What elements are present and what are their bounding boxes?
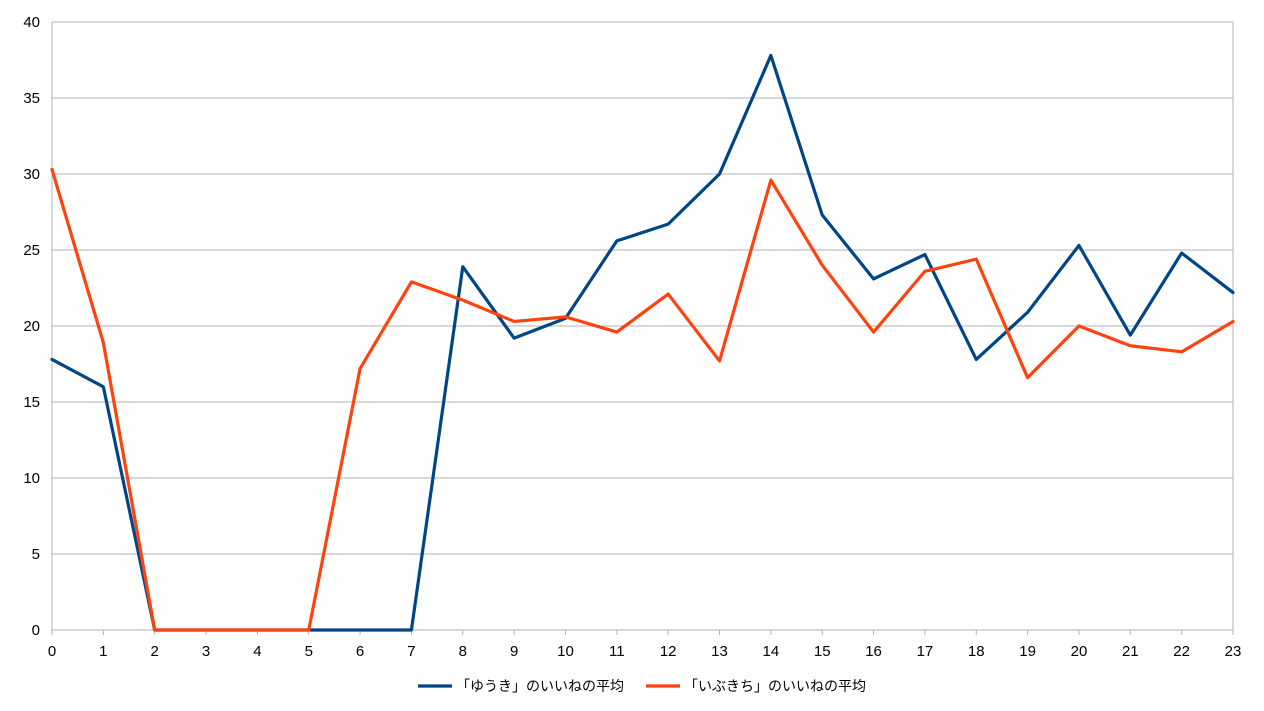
x-tick-label: 5 [305,643,313,660]
x-tick-label: 9 [510,643,518,660]
legend: 「ゆうき」のいいねの平均 「いぶきち」のいいねの平均 [418,679,866,695]
y-tick-label: 25 [23,242,40,259]
legend-label-2: 「いぶきち」のいいねの平均 [684,679,866,695]
legend-label-1: 「ゆうき」のいいねの平均 [456,679,624,695]
y-tick-labels: 0 5 10 15 20 25 30 35 40 [23,14,40,639]
x-tick-label: 14 [763,643,780,660]
series-line-2 [50,167,1235,632]
x-tick-label: 21 [1122,643,1139,660]
y-tick-label: 35 [23,90,40,107]
legend-item-1: 「ゆうき」のいいねの平均 [418,679,624,695]
x-tick-label: 0 [48,643,56,660]
x-tick-label: 8 [459,643,467,660]
y-tick-label: 30 [23,166,40,183]
x-tick-label: 3 [202,643,210,660]
x-tick-label: 20 [1071,643,1088,660]
x-tick-label: 18 [968,643,985,660]
x-tick-label: 4 [253,643,261,660]
axes [51,22,1234,635]
y-tick-label: 20 [23,318,40,335]
x-tick-label: 23 [1225,643,1242,660]
x-tick-label: 6 [356,643,364,660]
y-tick-label: 15 [23,394,40,411]
x-tick-label: 11 [609,643,625,660]
x-tick-label: 2 [151,643,159,660]
series-line-1 [50,53,1235,632]
legend-item-2: 「いぶきち」のいいねの平均 [646,679,866,695]
grid-lines [52,21,1233,631]
x-tick-label: 7 [407,643,415,660]
x-tick-label: 17 [917,643,934,660]
x-tick-label: 15 [814,643,831,660]
x-tick-label: 16 [865,643,882,660]
x-tick-label: 1 [99,643,107,660]
x-tick-label: 22 [1173,643,1190,660]
x-tick-label: 13 [711,643,728,660]
y-tick-label: 0 [32,622,40,639]
series-lines [50,53,1235,632]
x-tick-labels: 0 1 2 3 4 5 6 7 8 9 10 11 12 13 14 15 16 17 18 19 20 21 22 23 [48,643,1242,660]
y-tick-label: 40 [23,14,40,31]
y-tick-label: 5 [32,546,40,563]
x-tick-label: 10 [557,643,574,660]
x-tick-label: 12 [660,643,677,660]
x-tick-label: 19 [1019,643,1036,660]
y-tick-label: 10 [23,470,40,487]
